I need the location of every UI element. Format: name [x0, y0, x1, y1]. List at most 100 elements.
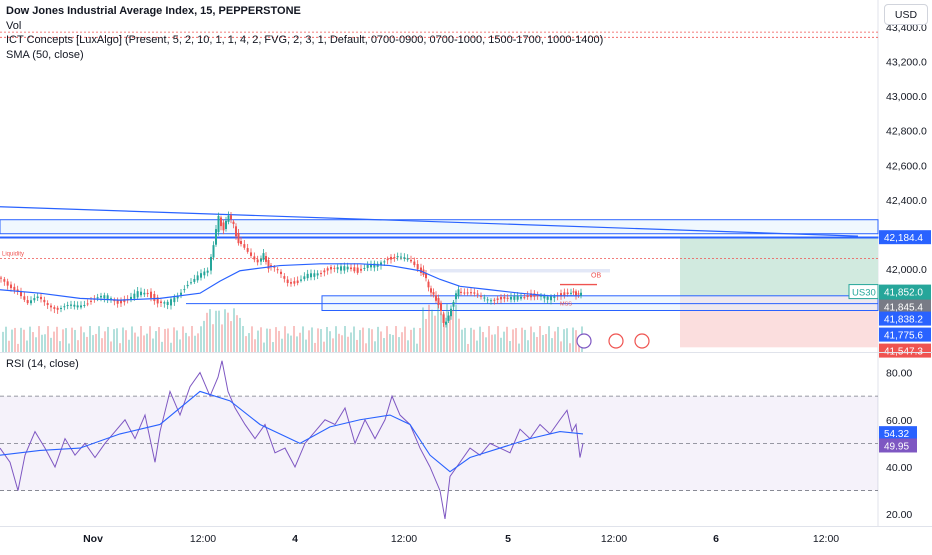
candle-body [23, 296, 26, 300]
candle-body [296, 280, 299, 284]
candle-body [400, 256, 402, 258]
candle-body [133, 293, 136, 299]
candle-body [383, 261, 386, 263]
volume-bar [536, 336, 538, 352]
volume-bar [188, 336, 190, 352]
candle-body [283, 276, 286, 279]
volume-bar [515, 328, 517, 352]
price-axis-tick-label: 42,400.0 [886, 195, 927, 207]
candle-body [240, 241, 242, 245]
volume-bar [110, 341, 112, 352]
volume-bar [401, 332, 403, 352]
pane-separator[interactable] [0, 352, 932, 353]
candle-body [163, 302, 166, 304]
indicator-sma[interactable]: SMA (50, close) [6, 48, 84, 61]
volume-bar [8, 340, 10, 352]
candle-body [410, 259, 412, 262]
volume-bar [554, 331, 556, 352]
rsi-axis-tick-label: 60.00 [886, 415, 912, 427]
symbol-title[interactable]: Dow Jones Industrial Average Index, 15, … [6, 5, 301, 17]
candle-body [225, 220, 227, 229]
rsi-ma-value: 54.32 [884, 429, 909, 440]
candle-body [26, 300, 29, 304]
currency-button[interactable]: USD [884, 4, 928, 25]
candle-body [280, 271, 282, 275]
rsi-legend[interactable]: RSI (14, close) [6, 358, 79, 370]
candle-body [113, 299, 116, 302]
candle-body [480, 295, 482, 297]
price-badge [879, 299, 931, 314]
volume-bar [488, 326, 490, 352]
candle-body [70, 304, 72, 306]
volume-bar [320, 329, 322, 352]
price-axis-tick-label: 43,400.0 [886, 22, 927, 34]
volume-bar [521, 327, 523, 352]
candle-body [265, 256, 267, 262]
candle-body [326, 268, 329, 271]
candle-body [553, 296, 556, 299]
price-badge-label: 41,838.2 [884, 315, 923, 326]
last-price-label: 41,852.0 [884, 288, 923, 299]
volume-bar [479, 326, 481, 352]
volume-bar [236, 315, 238, 352]
candle-body [286, 279, 289, 284]
volume-bar [545, 334, 547, 352]
volume-bar [212, 324, 214, 352]
volume-bar [407, 340, 409, 352]
volume-bar [557, 326, 559, 352]
candle-body [103, 295, 106, 299]
volume-bar [284, 326, 286, 352]
volume-bar [233, 308, 235, 352]
candle-body [496, 298, 499, 300]
volume-bar [575, 330, 577, 352]
volume-bar [497, 326, 499, 352]
mss-label: MSS [560, 301, 572, 307]
volume-bar [23, 329, 25, 352]
volume-bar [14, 327, 16, 352]
volume-bar [170, 342, 172, 352]
volume-bar [542, 335, 544, 352]
volume-bar [248, 333, 250, 352]
candle-body [483, 297, 486, 299]
candle-body [440, 302, 442, 312]
volume-bar [131, 326, 133, 352]
volume-bar [200, 326, 202, 352]
volume-bar [11, 329, 13, 352]
volume-bar [68, 343, 70, 352]
volume-bar [344, 326, 346, 352]
volume-bar [44, 334, 46, 352]
candle-body [310, 273, 312, 278]
candle-body [256, 259, 259, 263]
candle-body [156, 297, 159, 304]
indicator-ict-concepts[interactable]: ICT Concepts [LuxAlgo] (Present, 5, 2, 1… [6, 34, 604, 46]
price-axis-tick-label: 42,600.0 [886, 160, 927, 172]
candle-body [176, 296, 179, 299]
volume-bar [62, 329, 64, 352]
candle-body [76, 305, 79, 308]
volume-bar [143, 335, 145, 352]
candle-body [303, 276, 306, 280]
volume-bar [218, 310, 220, 352]
volume-bar [272, 342, 274, 352]
volume-bar [329, 331, 331, 352]
volume-bar [266, 328, 268, 352]
candle-body [563, 292, 566, 296]
candle-body [470, 292, 472, 294]
volume-bar [332, 338, 334, 352]
volume-bar [224, 309, 226, 352]
candle-body [246, 248, 249, 252]
indicator-volume[interactable]: Vol [6, 19, 22, 32]
candle-body [413, 261, 416, 266]
volume-bar [149, 326, 151, 352]
volume-bar [359, 330, 361, 352]
candle-body [100, 295, 102, 298]
volume-bar [137, 336, 139, 352]
volume-bar [2, 331, 4, 352]
candle-body [6, 281, 9, 286]
candle-body [396, 256, 399, 258]
volume-bar [167, 328, 169, 352]
volume-bar [560, 341, 562, 352]
volume-bar [83, 332, 85, 352]
